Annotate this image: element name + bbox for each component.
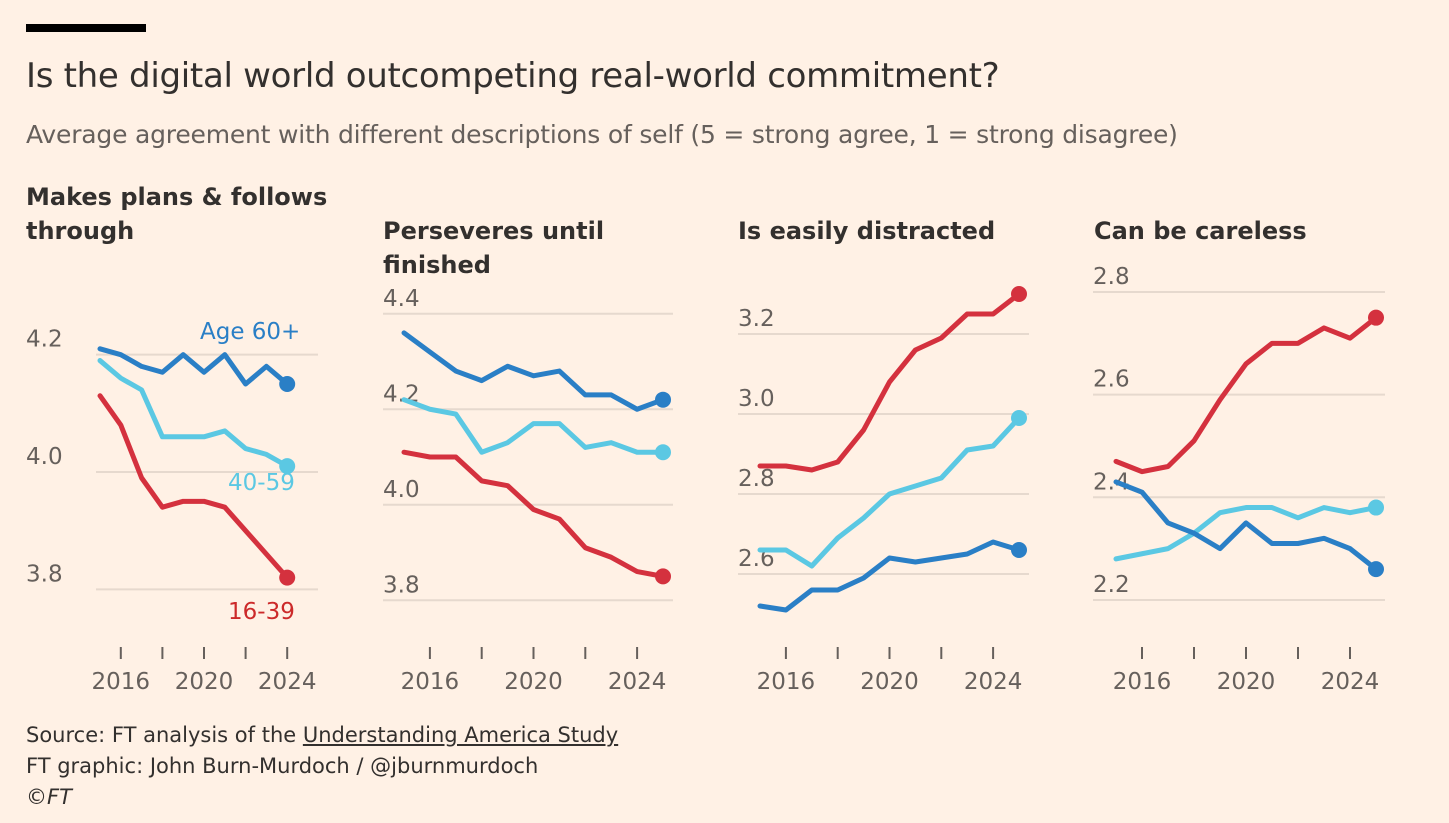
y-tick-label: 2.8: [738, 466, 775, 492]
series-end-dot: [655, 391, 671, 408]
y-tick-label: 2.2: [1093, 572, 1130, 598]
copyright: ©FT: [26, 785, 72, 809]
series-label-16-39: 16-39: [228, 599, 295, 625]
x-tick-label: 2016: [1113, 669, 1172, 695]
series-end-dot: [279, 376, 296, 392]
x-tick-label: 2016: [757, 669, 816, 695]
series-end-dot: [655, 444, 671, 461]
x-tick-label: 2016: [401, 669, 460, 695]
series-line-40-59: [97, 358, 290, 469]
y-tick-label: 4.4: [383, 286, 420, 312]
y-tick-label: 3.8: [383, 572, 420, 598]
y-tick-label: 2.4: [1093, 469, 1130, 495]
x-tick-label: 2020: [1217, 669, 1276, 695]
series-line-16-39: [757, 291, 1022, 473]
x-tick-label: 2024: [1321, 669, 1380, 695]
series-line-age-60-: [757, 539, 1022, 613]
ft-top-bar: [26, 24, 146, 32]
series-line-age-60-: [401, 330, 666, 412]
x-tick-label: 2020: [504, 669, 563, 695]
series-end-dot: [1368, 561, 1384, 578]
credit-line: FT graphic: John Burn-Murdoch / @jburnmu…: [26, 754, 539, 778]
series-end-dot: [1011, 410, 1027, 426]
series-end-dot: [655, 568, 671, 585]
chart-subtitle: Average agreement with different descrip…: [26, 120, 1178, 149]
panel-title-3: Is easily distracted: [738, 217, 996, 245]
source-prefix: Source: FT analysis of the: [26, 723, 303, 747]
y-tick-label: 3.2: [738, 306, 775, 332]
x-tick-label: 2024: [258, 669, 317, 695]
x-tick-label: 2020: [860, 669, 919, 695]
y-tick-label: 4.0: [383, 477, 420, 503]
y-tick-label: 4.0: [26, 444, 63, 470]
series-line-40-59: [401, 397, 666, 455]
source-line: Source: FT analysis of the Understanding…: [26, 720, 618, 751]
x-tick-label: 2016: [92, 669, 151, 695]
series-label-age-60-plus: Age 60+: [200, 319, 300, 345]
series-line-16-39: [97, 393, 290, 581]
series-end-dot: [1368, 499, 1384, 516]
source-link[interactable]: Understanding America Study: [302, 723, 619, 747]
y-tick-label: 3.8: [26, 561, 63, 587]
series-line-age-60-: [97, 346, 290, 387]
x-tick-label: 2024: [964, 669, 1023, 695]
series-line-16-39: [1113, 315, 1379, 475]
x-tick-label: 2024: [608, 669, 667, 695]
y-tick-label: 2.8: [1093, 264, 1130, 290]
series-line-16-39: [401, 449, 666, 579]
series-label-40-59: 40-59: [228, 470, 295, 496]
panel-title-4: Can be careless: [1094, 217, 1307, 245]
series-line-40-59: [757, 415, 1022, 569]
panel-title-1: Makes plans & follows through: [26, 183, 328, 245]
y-tick-label: 3.0: [738, 386, 775, 412]
x-tick-label: 2020: [175, 669, 234, 695]
y-tick-label: 4.2: [26, 327, 63, 353]
series-end-dot: [1011, 542, 1027, 558]
series-end-dot: [279, 569, 296, 586]
chart-title: Is the digital world outcompeting real-w…: [26, 56, 1000, 96]
panel-title-2: Perseveres until finished: [383, 217, 605, 279]
series-line-40-59: [1113, 505, 1379, 562]
series-line-age-60-: [1113, 479, 1379, 572]
source-notes: Source: FT analysis of the Understanding…: [26, 720, 618, 813]
series-end-dot: [1368, 309, 1384, 326]
series-end-dot: [279, 458, 296, 475]
y-tick-label: 2.6: [1093, 367, 1130, 393]
series-end-dot: [1011, 286, 1027, 302]
